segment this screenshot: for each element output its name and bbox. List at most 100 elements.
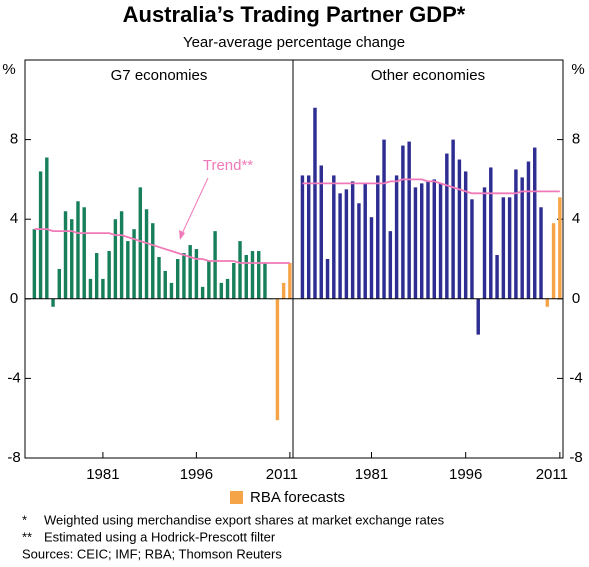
bar (101, 278, 105, 299)
bar (63, 211, 68, 299)
chart-title: Australia’s Trading Partner GDP* (123, 2, 466, 27)
bar (200, 286, 205, 299)
bar (344, 189, 349, 299)
y-tick-label: 8 (10, 131, 18, 148)
bar (350, 181, 355, 299)
bar (163, 270, 167, 299)
bar (413, 187, 418, 299)
bar (94, 253, 99, 299)
bar (82, 207, 86, 299)
bar (489, 167, 493, 299)
bar (338, 193, 342, 299)
bar (113, 219, 118, 299)
bar (376, 175, 380, 299)
bar (157, 257, 161, 299)
y-unit: % (2, 61, 15, 78)
bar (88, 278, 93, 299)
bar (225, 278, 230, 299)
bar (463, 171, 468, 299)
bar (520, 177, 524, 299)
bar (438, 183, 443, 299)
bar (151, 223, 155, 299)
bar (357, 203, 361, 299)
bar (363, 183, 367, 299)
bar (182, 253, 186, 299)
y-tick-label: 4 (572, 210, 580, 227)
bar (394, 175, 399, 299)
panel-title: Other economies (371, 67, 485, 84)
bar (38, 171, 43, 299)
bar (388, 231, 393, 299)
note-text: Weighted using merchandise export shares… (44, 512, 445, 527)
bar (144, 209, 149, 299)
bar (313, 107, 317, 299)
bar (194, 249, 199, 299)
bar (501, 197, 506, 299)
bar (213, 231, 217, 299)
y-tick-label: 0 (572, 290, 580, 307)
bar (281, 282, 286, 299)
panel-title: G7 economies (111, 67, 208, 84)
bar (319, 165, 323, 299)
bar (300, 175, 305, 299)
note-mark: ** (22, 529, 32, 544)
bar (70, 219, 74, 299)
bar (45, 157, 49, 299)
bar (57, 268, 61, 299)
y-tick-label: -8 (569, 449, 582, 466)
bar (188, 245, 192, 299)
bar (238, 241, 242, 299)
x-tick-label: 1981 (86, 466, 119, 483)
bar (445, 153, 449, 299)
bar (132, 229, 136, 299)
bar (169, 282, 174, 299)
bar (419, 183, 424, 299)
bar (495, 255, 499, 299)
trend-label: Trend** (203, 157, 253, 174)
bar (51, 298, 55, 307)
bar (332, 175, 336, 299)
bar (426, 181, 430, 299)
x-tick-label: 2011 (536, 466, 568, 483)
bar (457, 159, 462, 299)
bar (407, 141, 411, 299)
bar (244, 255, 248, 299)
trend-arrow (179, 177, 209, 239)
bar (482, 187, 487, 299)
bar (175, 259, 180, 299)
bar (207, 260, 211, 299)
bar (138, 187, 143, 299)
bar (288, 262, 292, 299)
bar (76, 201, 80, 299)
bar (514, 169, 518, 299)
bar (507, 197, 512, 299)
x-tick-label: 2011 (266, 466, 298, 483)
x-tick-label: 1996 (180, 466, 213, 483)
bar (470, 199, 474, 299)
bar (432, 179, 437, 299)
y-unit: % (571, 61, 584, 78)
bar (232, 262, 236, 299)
bar (451, 139, 455, 299)
bar (533, 147, 537, 299)
bar (476, 298, 480, 335)
bar (107, 251, 111, 299)
bar (369, 217, 374, 299)
note-text: Estimated using a Hodrick-Prescott filte… (44, 529, 276, 544)
bar (263, 262, 267, 299)
note-mark: * (22, 512, 27, 527)
bar (558, 197, 562, 299)
x-tick-label: 1981 (355, 466, 388, 483)
bar (325, 259, 330, 299)
bar (250, 251, 255, 299)
bar (539, 207, 543, 299)
y-tick-label: -8 (7, 449, 20, 466)
bar (32, 229, 37, 299)
y-tick-label: 4 (10, 210, 18, 227)
y-tick-label: -4 (7, 369, 20, 386)
bar (219, 282, 224, 299)
trend-arrowhead (179, 230, 185, 240)
y-tick-label: -4 (569, 369, 582, 386)
bar (275, 298, 280, 421)
